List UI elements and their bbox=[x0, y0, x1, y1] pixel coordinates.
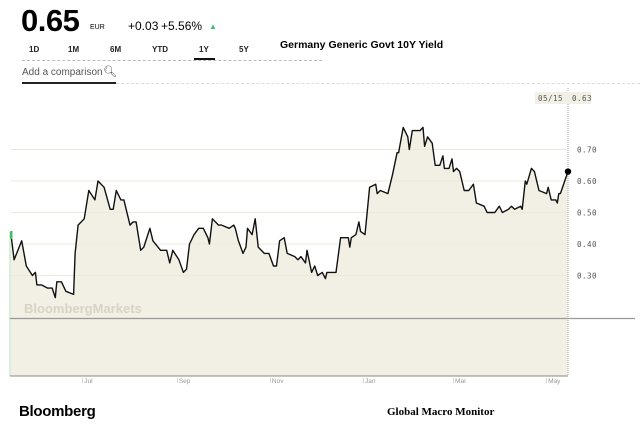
x-tick-label: Mar bbox=[455, 378, 467, 385]
x-tick-label: Jan bbox=[365, 378, 376, 385]
comparison-divider bbox=[116, 83, 640, 84]
x-tick-label: May bbox=[548, 378, 561, 385]
comparison-underline bbox=[22, 82, 116, 84]
start-marker bbox=[10, 231, 13, 239]
bloomberg-logo: Bloomberg bbox=[19, 403, 96, 420]
search-icon[interactable]: 🔍︎ bbox=[103, 66, 117, 78]
price-change-percent: +5.56% bbox=[161, 19, 203, 33]
price-value: 0.65 bbox=[21, 3, 80, 38]
tab-1m[interactable]: 1M bbox=[68, 45, 80, 54]
area-fill bbox=[11, 127, 568, 377]
y-tick-label: 0.30 bbox=[577, 272, 597, 281]
crosshair-date: 05/15 bbox=[538, 94, 563, 103]
x-tick-label: Sep bbox=[179, 378, 191, 385]
series-line bbox=[10, 126, 569, 299]
crosshair-label-box bbox=[535, 92, 591, 104]
y-tick-label: 0.60 bbox=[577, 177, 597, 186]
price-change: +0.03 bbox=[128, 19, 159, 33]
tab-1d[interactable]: 1D bbox=[29, 45, 40, 54]
x-tick-label: Jul bbox=[84, 378, 93, 385]
last-point-marker bbox=[564, 168, 572, 175]
y-tick-label: 0.40 bbox=[577, 240, 597, 249]
triangle-up-icon: ▲ bbox=[209, 22, 217, 31]
y-tick-label: 0.70 bbox=[577, 146, 597, 155]
source-label: Global Macro Monitor bbox=[387, 406, 495, 418]
x-tick-label: Nov bbox=[272, 378, 284, 385]
y-tick-label: 0.50 bbox=[577, 209, 597, 218]
comparison-input[interactable]: Add a comparison bbox=[22, 67, 103, 78]
tab-6m[interactable]: 6M bbox=[110, 45, 122, 54]
tab-5y[interactable]: 5Y bbox=[239, 45, 249, 54]
tab-1y[interactable]: 1Y bbox=[199, 45, 209, 54]
currency-label: EUR bbox=[90, 24, 105, 31]
watermark: BloombergMarkets bbox=[24, 301, 142, 316]
tabs-divider bbox=[22, 60, 322, 61]
crosshair-value: 0.63 bbox=[572, 94, 592, 103]
selected-tab-indicator bbox=[194, 58, 215, 60]
tab-ytd[interactable]: YTD bbox=[152, 45, 168, 54]
chart-title: Germany Generic Govt 10Y Yield bbox=[280, 39, 444, 51]
